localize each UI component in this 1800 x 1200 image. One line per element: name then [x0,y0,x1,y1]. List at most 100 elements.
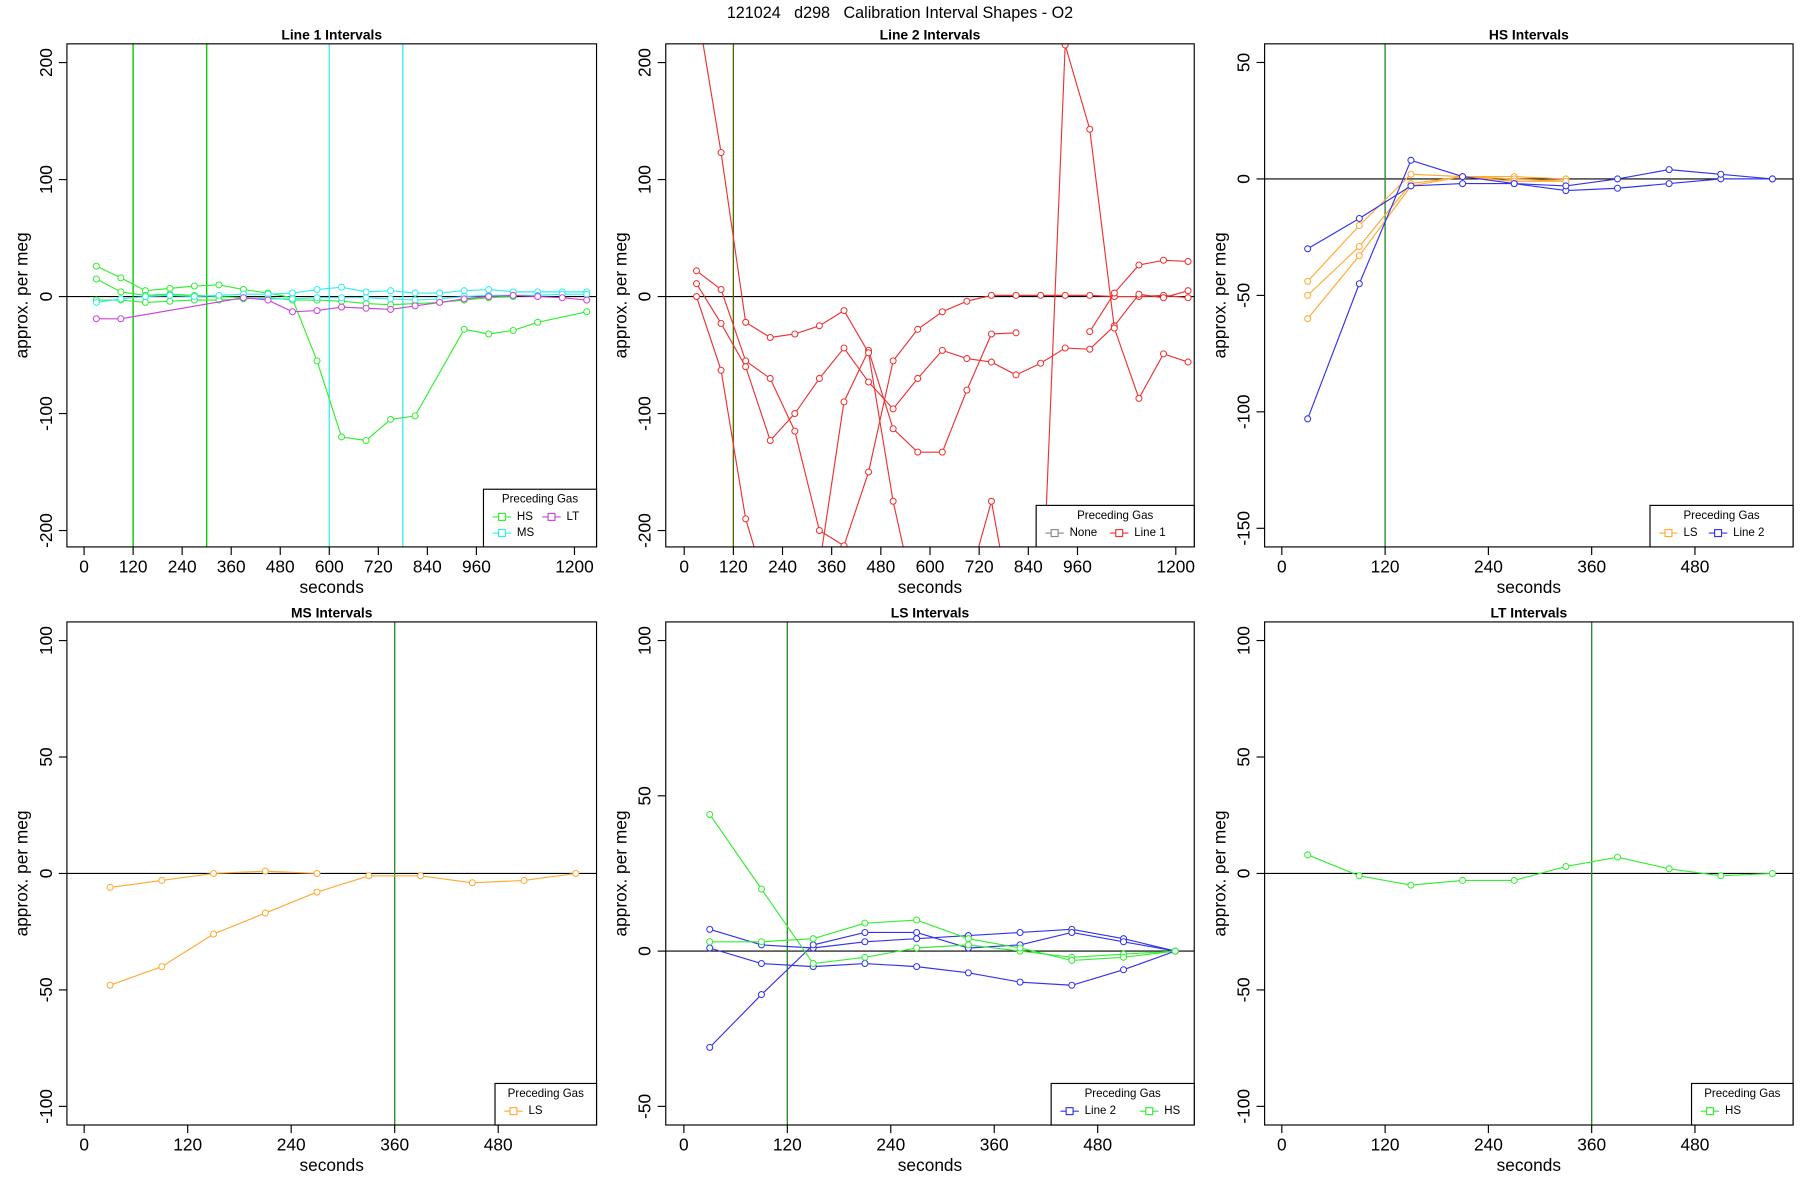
point [767,598,773,604]
point [1016,928,1024,936]
point [1159,256,1168,264]
y-tick-label: -50 [1234,283,1254,308]
point [861,959,869,968]
series-line [1307,854,1773,886]
legend-label: Line 2 [1733,527,1764,539]
point [963,355,971,363]
x-tick-label: 480 [866,556,895,576]
legend-label: HS [1164,1105,1180,1117]
series-line [696,283,1189,442]
point [815,322,823,330]
point [815,527,823,535]
series-line [1307,173,1566,282]
y-tick-label: 100 [635,165,655,194]
y-tick-label: 50 [1234,53,1254,72]
point [1665,865,1673,873]
y-tick-label: -100 [635,396,655,431]
point [939,598,945,604]
point [190,293,198,301]
point [338,283,346,291]
point [987,330,995,338]
point [1061,291,1069,299]
plot-frame [66,43,598,548]
point [1037,291,1045,299]
point [861,919,869,927]
point [1665,166,1673,174]
point [558,294,566,302]
point [938,346,946,354]
point [717,366,725,374]
legend-title: Preceding Gas [1077,510,1153,522]
legend-label: Line 2 [1085,1105,1116,1117]
point [215,291,223,299]
x-tick-label: 360 [380,1134,409,1154]
point [1135,261,1143,269]
legend: Preceding Gas None Line 1 [1035,504,1195,548]
point [468,879,476,887]
point [1012,329,1020,337]
point [1086,125,1094,133]
x-tick-label: 480 [484,1134,513,1154]
y-axis-label: approx. per meg [610,232,630,358]
x-tick-label: 480 [1681,556,1710,576]
point [742,363,750,371]
legend-label: LS [528,1105,542,1117]
point [706,925,714,933]
point [692,267,701,275]
series-line [709,931,1176,1048]
y-tick-label: 0 [1234,869,1254,879]
point [693,1,699,7]
point [1407,182,1415,190]
panel: HS Intervals 0 120 240 360 480 -150 -100 -50 0 50 s… [1209,26,1794,597]
y-tick-label: -200 [635,513,655,548]
legend-symbol [497,512,506,521]
y-tick-label: 0 [36,292,56,302]
point [92,262,100,270]
point [92,275,100,283]
x-tick-label: 360 [817,556,846,576]
point [757,991,765,999]
point [313,357,321,365]
point [1613,175,1622,183]
point [338,303,346,311]
point [1355,280,1363,288]
legend-symbol [497,529,506,538]
point [1012,291,1020,299]
point [362,288,370,296]
point [840,398,848,406]
point [1068,956,1076,964]
point [520,876,528,884]
point [365,872,373,880]
point [460,325,468,333]
y-tick-label: -200 [36,513,56,548]
point [938,308,946,316]
point [1768,175,1776,183]
point [1086,345,1094,353]
x-tick-label: 840 [413,556,442,576]
x-tick-label: 120 [1371,556,1400,576]
point [1012,371,1020,379]
plot-frame [665,43,1195,548]
y-axis-label: approx. per meg [12,232,32,358]
x-tick-label: 1200 [555,556,593,576]
point [840,542,848,547]
point [117,274,125,282]
x-tick-label: 120 [173,1134,202,1154]
point [1304,851,1312,859]
legend-label: HS [1725,1105,1741,1117]
point [387,295,395,303]
series-line [709,928,1176,952]
panel-title: LT Intervals [1491,605,1568,621]
x-tick-label: 480 [266,556,295,576]
point [411,302,419,310]
point [117,288,125,296]
series-line [695,296,1017,547]
point [141,293,149,301]
y-tick-label: -50 [635,1094,655,1119]
point [1184,358,1192,366]
legend-box [494,1082,598,1126]
point [1068,981,1076,989]
point [313,869,321,877]
series-line [1307,176,1566,296]
legend-label: HS [517,511,533,523]
